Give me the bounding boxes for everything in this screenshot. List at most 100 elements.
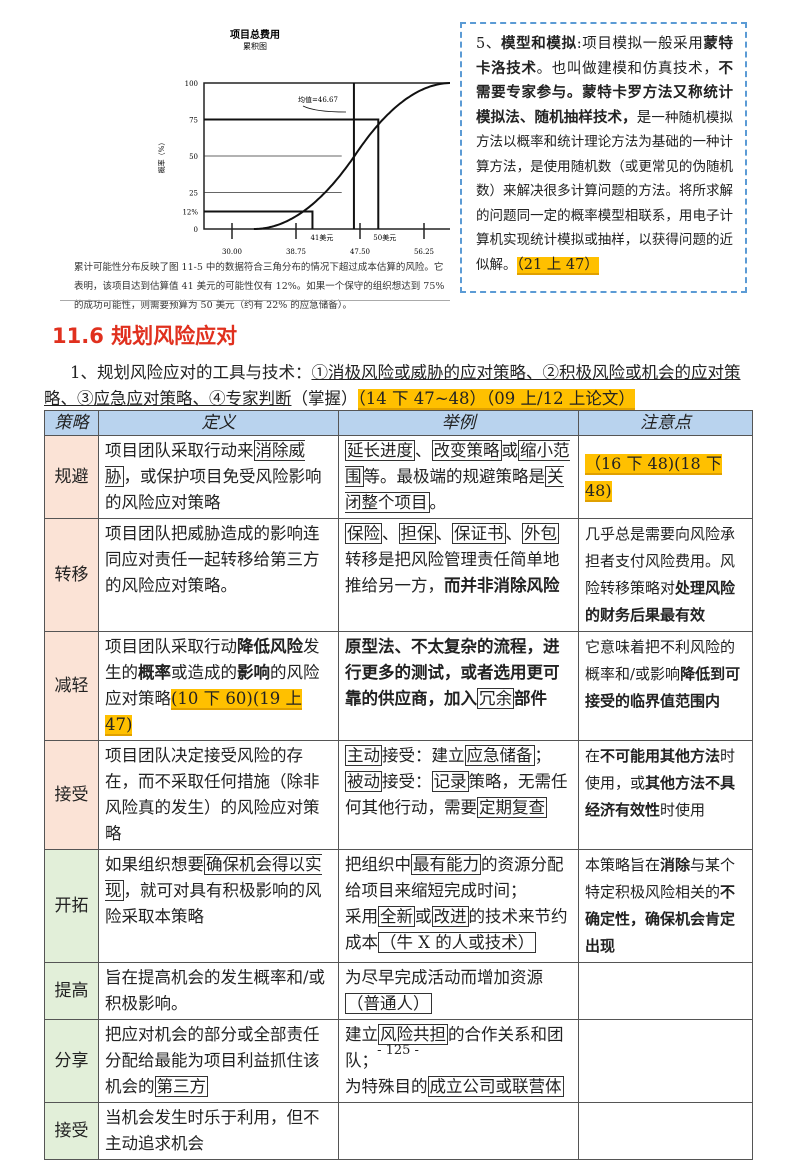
text-segment: 转移是把风险管理责任简单地推给另一方， [345, 550, 560, 595]
boxed-keyword: 改变策略 [431, 440, 502, 461]
text-segment: 它意味着把不利风险的概率和/或影响 [585, 638, 736, 683]
strategy-cell: 提高 [44, 962, 99, 1020]
y-tick-label: 50 [189, 153, 198, 161]
text-segment: 几乎总是需要向风险承担者支付风险费用。风险转移策略对 [585, 525, 736, 597]
mean-arrow-icon [302, 105, 347, 113]
section-heading: 11.6 规划风险应对 [52, 324, 238, 348]
text-segment: 为尽早完成活动而增加资源 [345, 968, 543, 987]
y-tick-label: 100 [185, 80, 198, 88]
text-segment: 与某个特定积极风险相关的 [585, 856, 736, 901]
bold-text: 部件 [514, 689, 547, 708]
example-cell: 原型法、不太复杂的流程，进行更多的测试，或者选用更可靠的供应商，加入 冗余 部件 [338, 631, 579, 741]
exam-reference-highlight: （21 上 47） [516, 256, 599, 275]
text-segment: 。 [429, 493, 447, 512]
text-segment: 是 [636, 109, 652, 126]
text-segment: （掌握） [291, 389, 358, 408]
boxed-keyword: 应急储备 [464, 745, 535, 766]
table-row: 规避 项目团队采取行动来 消除威胁 ，或保护项目免受风险影响的风险应对策略 延长进度、改… [44, 435, 753, 519]
text-segment: 旨在提高机会的发生概率和/或积极影响。 [105, 968, 326, 1013]
strategy-cell: 分享 [44, 1019, 99, 1103]
x-tick-label: 47.50 [350, 248, 370, 256]
text-segment: 或 [501, 441, 519, 460]
example-cell [338, 1102, 579, 1160]
bold-text: 处理风险的财务后果最有效 [585, 579, 736, 624]
boxed-keyword: （普通人） [345, 993, 432, 1014]
note-cell [578, 962, 753, 1020]
text-segment: 如果组织想要 [105, 855, 204, 874]
boxed-keyword: 确保机会得以实现 [105, 854, 322, 901]
text-segment: 建立 [345, 1025, 378, 1044]
example-cell: 把组织中 最有能力 的资源分配给项目来缩短完成时间； 采用 全新或改进 的技术来节约成本（… [338, 849, 579, 963]
header-strategy: 策略 [44, 410, 99, 436]
definition-cell: 旨在提高机会的发生概率和/或积极影响。 [98, 962, 339, 1020]
header-note: 注意点 [578, 410, 753, 436]
text-segment: 把应对机会的部分或全部责任分配给最能为项目利益抓住该机会的 [105, 1025, 320, 1096]
text-segment: :项目模拟一般采用 [576, 36, 704, 52]
note-cell: 在不可能用其他方法时使用，或其他方法不具经济有效性时使用 [578, 740, 753, 850]
bold-text: 降低到可接受的临界值范围内 [585, 665, 741, 710]
boxed-keyword: 定期复查 [477, 797, 547, 818]
boxed-keyword: 延长进度 [345, 440, 415, 461]
definition-cell: 项目团队采取行动降低风险发生的概率或造成的影响的风险应对策略(10 下 60)(… [98, 631, 339, 741]
boxed-keyword: 保险 [345, 523, 382, 544]
note-cell: 它意味着把不利风险的概率和/或影响降低到可接受的临界值范围内 [578, 631, 753, 741]
p12-label: 41美元 [310, 233, 333, 242]
exam-reference-highlight: （14 下 47~48）（09 上/12 上论文） [357, 389, 635, 410]
example-cell: 保险、担保、保证书、外包 转移是把风险管理责任简单地推给另一方，而并非消除风险 [338, 518, 579, 632]
strategy-cell: 转移 [44, 518, 99, 632]
table-row: 提高 旨在提高机会的发生概率和/或积极影响。 为尽早完成活动而增加资源 （普通人） [44, 962, 753, 1020]
bold-text: 而并非消除风险 [444, 576, 560, 595]
text-segment: 项目团队采取行动 [105, 637, 237, 656]
text-segment: ，就可对具有积极影响的风险采取本策略 [105, 881, 322, 926]
text-segment: 在 [585, 747, 601, 765]
p75-label: 50美元 [373, 233, 396, 242]
text-segment: 项目团队采取行动来 [105, 441, 254, 460]
boxed-keyword: 担保 [398, 523, 436, 544]
bold-text: 不可能用其他方法 [600, 747, 721, 765]
boxed-keyword: 保证书 [452, 523, 506, 544]
boxed-keyword: 外包 [522, 523, 559, 544]
chart-title: 项目总费用 [230, 28, 280, 41]
p75-marker-line [204, 118, 380, 229]
boxed-keyword: 风险共担 [378, 1024, 448, 1045]
strategy-cell: 规避 [44, 435, 99, 519]
bold-text: 不确定性，确保机会肯定出现 [585, 883, 736, 955]
text-segment: 项目团队决定接受风险的存在，而不采取任何措施（除非风险真的发生）的风险应对策略 [105, 746, 320, 843]
table-row: 分享 把应对机会的部分或全部责任分配给最能为项目利益抓住该机会的 第三方 建立 风险共担… [44, 1019, 753, 1103]
strategy-cell: 减轻 [44, 631, 99, 741]
strategy-cell: 接受 [44, 740, 99, 850]
y-tick-label: 25 [189, 190, 198, 198]
note-cell: （16 下 48)(18 下 48) [578, 435, 753, 519]
monte-carlo-note-box: 5、模型和模拟:项目模拟一般采用蒙特卡洛技术。也叫做建模和仿真技术，不需要专家参… [460, 22, 747, 293]
boxed-keyword: 主动 [345, 745, 382, 766]
text-segment: 把组织中 [345, 855, 411, 874]
text-segment: ，或保护项目免受风险影响的风险应对策略 [105, 467, 322, 512]
definition-cell: 项目团队采取行动来 消除威胁 ，或保护项目免受风险影响的风险应对策略 [98, 435, 339, 519]
text-segment: 策略，无需任何其他行动，需要 [345, 772, 568, 817]
note-cell: 几乎总是需要向风险承担者支付风险费用。风险转移策略对处理风险的财务后果最有效 [578, 518, 753, 632]
text-segment: 当机会发生时乐于利用，但不主动追求机会 [105, 1108, 320, 1153]
note-cell: 本策略旨在消除与某个特定积极风险相关的不确定性，确保机会肯定出现 [578, 849, 753, 963]
table-row: 接受 当机会发生时乐于利用，但不主动追求机会 [44, 1102, 753, 1160]
definition-cell: 项目团队把威胁造成的影响连同应对责任一起转移给第三方的风险应对策略。 [98, 518, 339, 632]
definition-cell: 当机会发生时乐于利用，但不主动追求机会 [98, 1102, 339, 1160]
header-definition: 定义 [98, 410, 339, 436]
bold-text: 概率 [138, 663, 171, 682]
text-segment: 的技术来节约成本 [345, 907, 568, 952]
boxed-keyword: 改进 [431, 906, 469, 927]
note-cell [578, 1102, 753, 1160]
definition-cell: 项目团队决定接受风险的存在，而不采取任何措施（除非风险真的发生）的风险应对策略 [98, 740, 339, 850]
text-segment: ①消极风险或威胁的应对策略、②积极风险或机会的应对策略、③应急应对策略、④专家判… [44, 363, 741, 408]
y-tick-label: 12% [182, 208, 198, 216]
definition-cell: 把应对机会的部分或全部责任分配给最能为项目利益抓住该机会的 第三方 [98, 1019, 339, 1103]
example-cell: 为尽早完成活动而增加资源 （普通人） [338, 962, 579, 1020]
text-segment: 的资源分配给项目来缩短完成时间； 采用 [345, 855, 564, 926]
intro-paragraph: 1、规划风险应对的工具与技术：①消极风险或威胁的应对策略、②积极风险或机会的应对… [44, 360, 756, 412]
text-segment: 时使用 [660, 801, 706, 819]
text-segment: 项目团队把威胁造成的影响连同应对责任一起转移给第三方的风险应对策略。 [105, 524, 320, 595]
text-segment: 一种随机模拟方法以概率和统计理论方法为基础的一种计算方法，是使用随机数（或更常见… [476, 109, 734, 273]
y-tick-label: 75 [189, 117, 198, 125]
text-segment: 1、规划风险应对的工具与技术： [70, 363, 312, 382]
text-segment: 接受：建立 [382, 746, 465, 765]
note-cell [578, 1019, 753, 1103]
